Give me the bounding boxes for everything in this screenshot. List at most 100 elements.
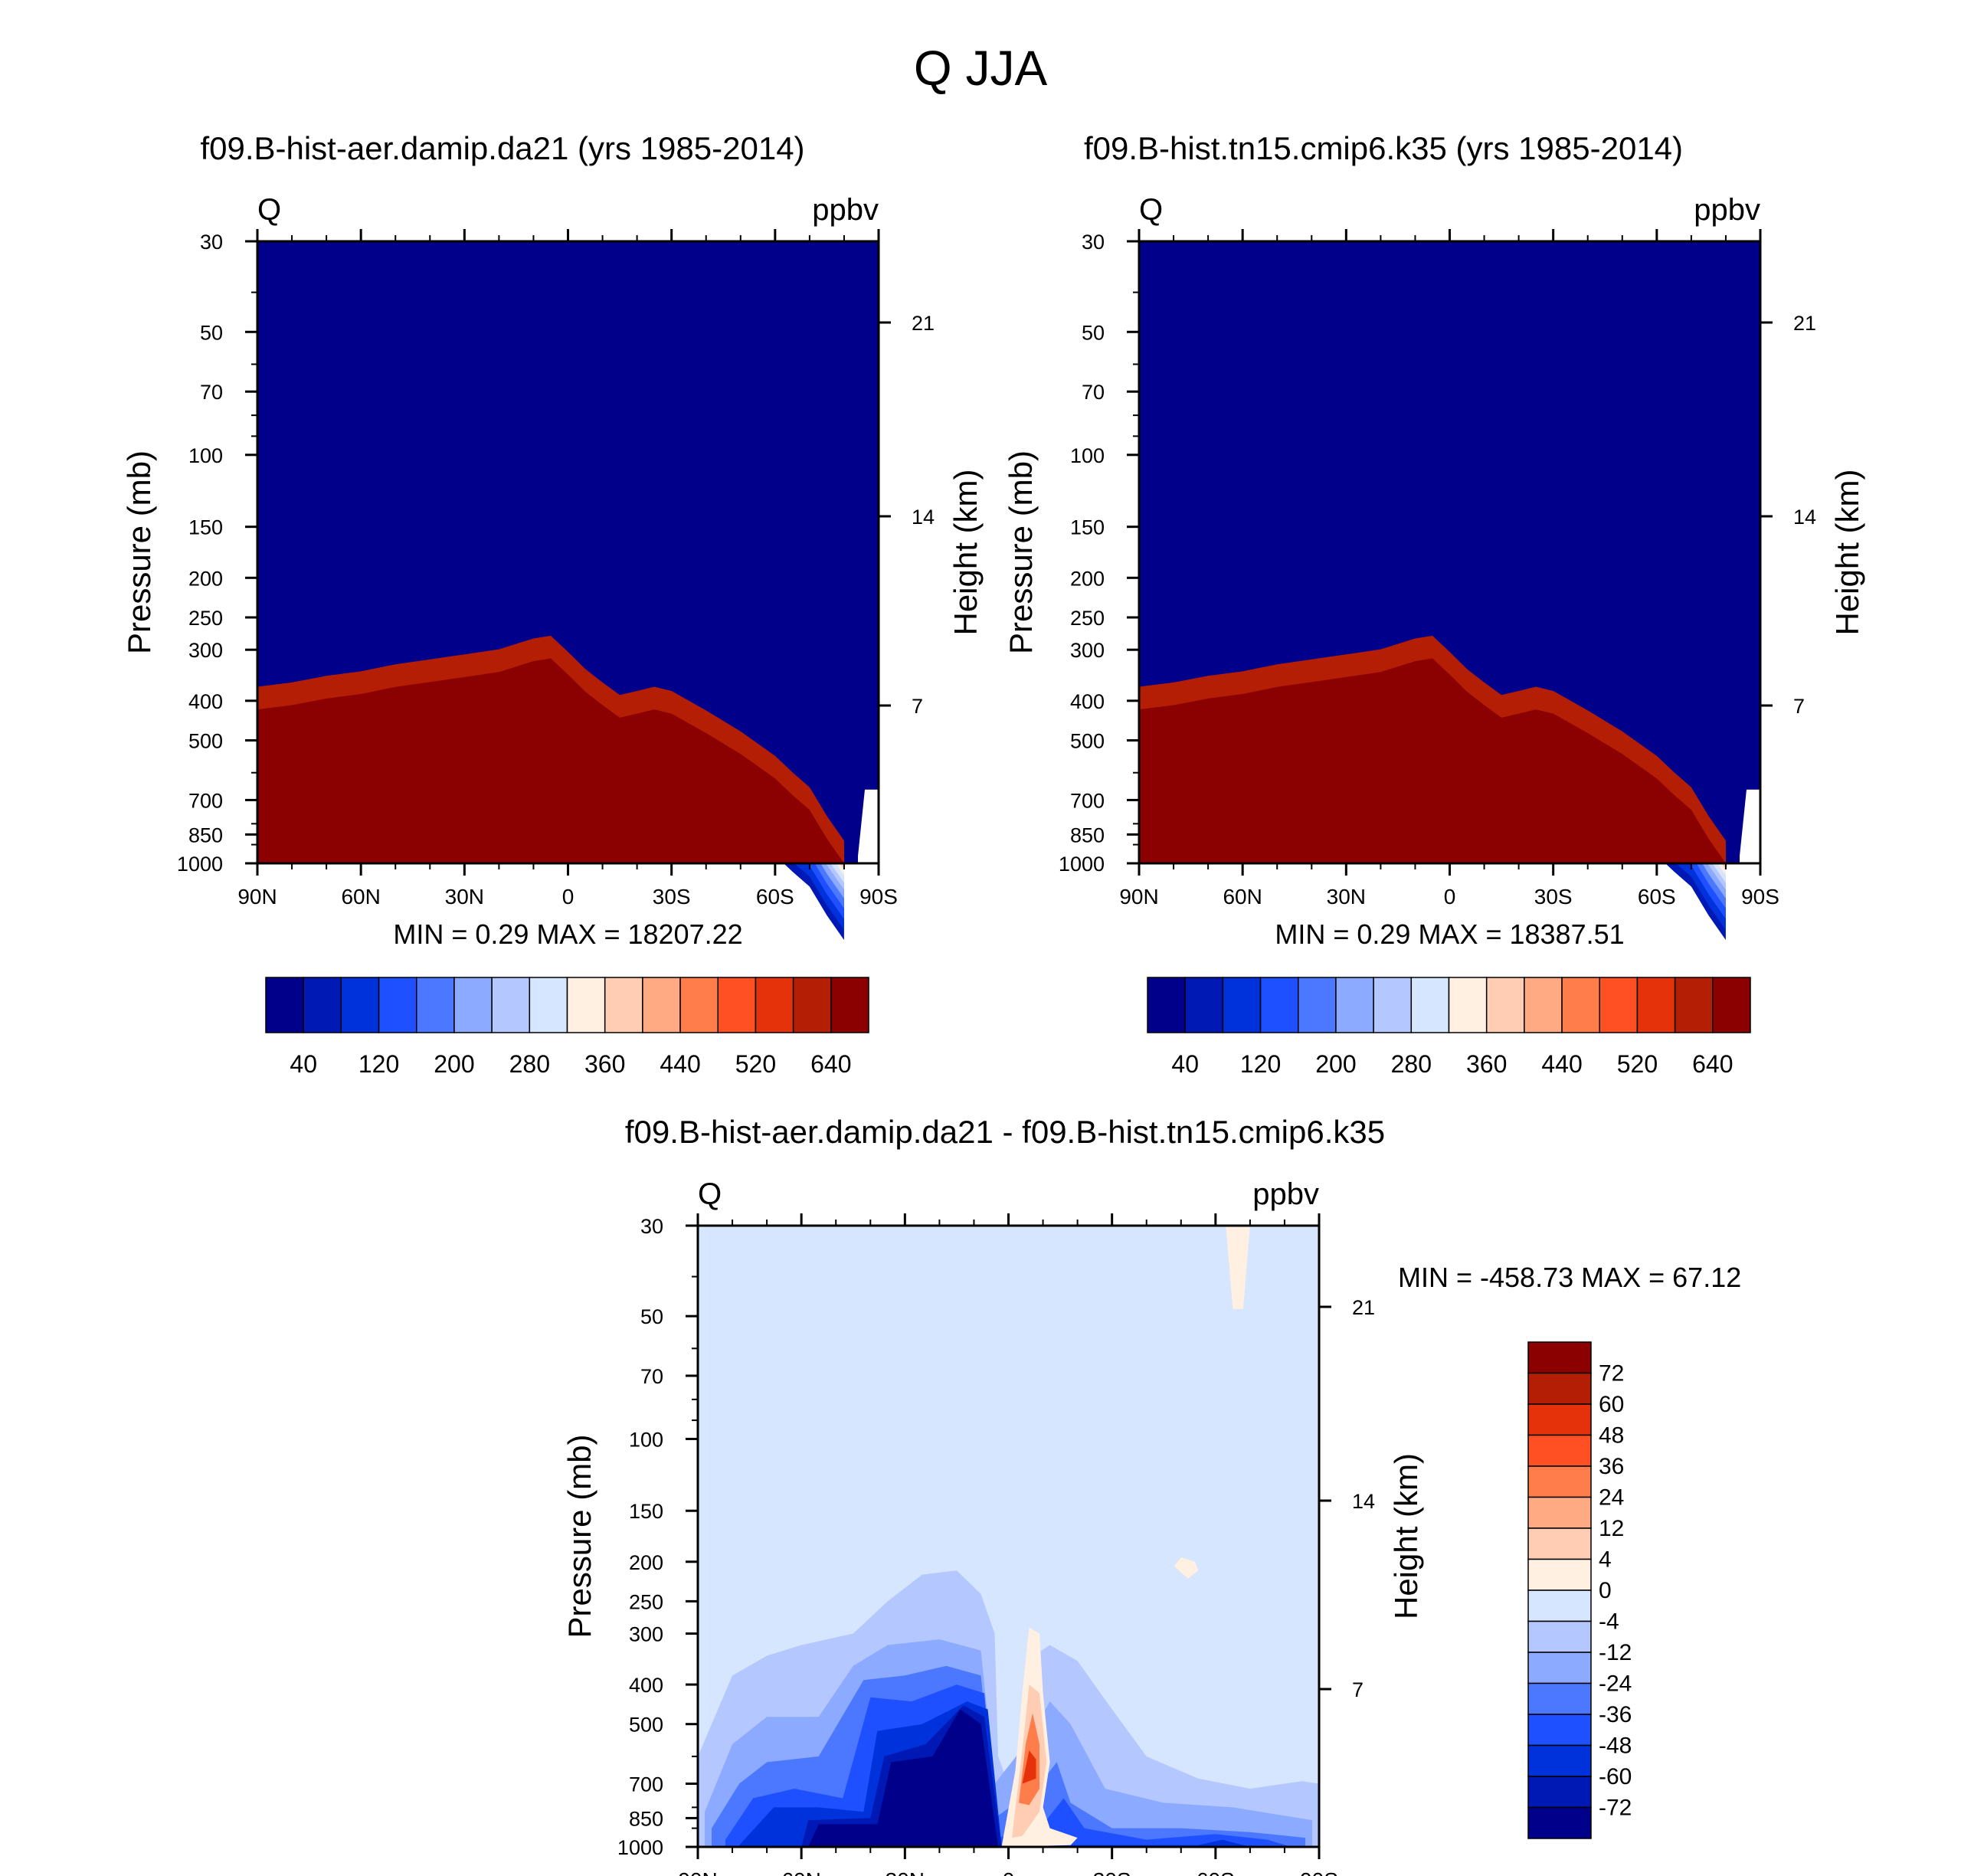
panel-3-colorbar-box: [1527, 1465, 1592, 1498]
panel-3-y2-tick-label: 14: [1352, 1490, 1375, 1513]
panel-3-colorbar-label: 48: [1599, 1423, 1624, 1449]
panel-2-core-field: [1139, 658, 1726, 863]
panel-1-y2-tick-label: 14: [912, 506, 935, 529]
panel-1-min-max-label: MIN = 0.29 MAX = 18207.22: [393, 918, 742, 950]
panel-3-y-tick-label: 100: [629, 1428, 663, 1451]
panel-1-colorbar-label: 120: [358, 1050, 399, 1078]
panel-1-colorbar-box: [717, 977, 757, 1033]
panel-1-y-tick-label: 30: [200, 231, 223, 254]
panel-3-y-tick-label: 700: [629, 1773, 663, 1796]
panel-3-x-tick-label: 60S: [1197, 1868, 1235, 1876]
panel-3-colorbar-box: [1527, 1714, 1592, 1747]
panel-1-colorbar-box: [755, 977, 794, 1033]
panel-2-x-tick-label: 30S: [1534, 885, 1573, 909]
panel-2-y-axis-label: Pressure (mb): [1003, 450, 1039, 654]
panel-3-x-tick-label: 90S: [1300, 1868, 1338, 1876]
panel-3-contour-region: [1022, 1750, 1036, 1784]
panel-3-colorbar-box: [1527, 1496, 1592, 1529]
panel-2-y-tick-label: 1000: [1059, 853, 1105, 876]
panel-3-y-tick-label: 30: [640, 1215, 663, 1238]
panel-1-colorbar-box: [340, 977, 380, 1033]
panel-1-variable-label: Q: [257, 193, 281, 227]
panel-1-colorbar-box: [303, 977, 342, 1033]
panel-3-colorbar-box: [1527, 1527, 1592, 1560]
panel-2-colorbar-label: 640: [1692, 1050, 1733, 1078]
panel-2-y-tick-label: 300: [1070, 639, 1105, 662]
panel-1-y-tick-label: 500: [188, 729, 223, 752]
panel-1-y-tick-label: 700: [188, 789, 223, 812]
figure-title: Q JJA: [913, 41, 1048, 96]
panel-1-colorbar-label: 640: [810, 1050, 851, 1078]
panel-2-colorbar-box: [1485, 977, 1525, 1033]
panel-1-y2-tick-label: 21: [912, 312, 935, 335]
panel-3-colorbar-box: [1527, 1590, 1592, 1622]
panel-3-colorbar-label: 24: [1599, 1485, 1624, 1511]
panel-2-y-tick-label: 400: [1070, 690, 1105, 713]
panel-3-contour-region: [739, 1701, 1250, 1847]
panel-2-y-tick-label: 850: [1070, 823, 1105, 846]
panel-3-colorbar-label: -48: [1599, 1734, 1632, 1759]
panel-1-colorbar-box: [642, 977, 681, 1033]
panel-1-title: f09.B-hist-aer.damip.da21 (yrs 1985-2014…: [200, 130, 805, 166]
panel-1-y-tick-label: 850: [188, 823, 223, 846]
panel-1-y-tick-label: 150: [188, 516, 223, 539]
panel-1-colorbar-label: 440: [660, 1050, 700, 1078]
panel-1-colorbar-box: [679, 977, 719, 1033]
panel-2-y-tick-label: 250: [1070, 607, 1105, 630]
panel-3-y-tick-label: 70: [640, 1365, 663, 1388]
panel-3-y-tick-label: 300: [629, 1623, 663, 1646]
panel-1-y-tick-label: 250: [188, 607, 223, 630]
panel-1-y-tick-label: 70: [200, 381, 223, 404]
panel-2-colorbar-box: [1259, 977, 1299, 1033]
panel-2-colorbar-box: [1373, 977, 1413, 1033]
panel-2-colorbar-label: 200: [1315, 1050, 1356, 1078]
panel-1-y-tick-label: 300: [188, 639, 223, 662]
panel-1-colorbar-box: [830, 977, 869, 1033]
panel-1-x-tick-label: 30S: [653, 885, 691, 909]
panel-1-x-tick-label: 90N: [237, 885, 277, 909]
panel-3-x-tick-label: 90N: [678, 1868, 717, 1876]
panel-2-colorbar-box: [1674, 977, 1714, 1033]
panel-1-y-axis-label: Pressure (mb): [121, 450, 157, 654]
panel-1-colorbar-box: [491, 977, 531, 1033]
panel-1-units-label: ppbv: [812, 193, 879, 227]
panel-3-colorbar-box: [1527, 1434, 1592, 1467]
panel-2-x-tick-label: 0: [1444, 885, 1456, 909]
panel-3-colorbar-label: 4: [1599, 1547, 1612, 1573]
panel-2-colorbar-box: [1335, 977, 1374, 1033]
panel-2-colorbar-box: [1448, 977, 1488, 1033]
panel-3-colorbar-box: [1527, 1558, 1592, 1591]
panel-2-colorbar-box: [1561, 977, 1600, 1033]
panel-3-colorbar-box: [1527, 1682, 1592, 1715]
panel-2-title: f09.B-hist.tn15.cmip6.k35 (yrs 1985-2014…: [1083, 130, 1684, 166]
panel-3-title: f09.B-hist-aer.damip.da21 - f09.B-hist.t…: [624, 1114, 1386, 1150]
panel-2-y-tick-label: 200: [1070, 567, 1105, 590]
panel-3-colorbar-box: [1527, 1744, 1592, 1777]
panel-2-missing-region: [1740, 789, 1760, 863]
panel-3-y-tick-label: 200: [629, 1551, 663, 1574]
panel-3-contour-region: [1226, 1226, 1250, 1309]
panel-2-y-tick-label: 70: [1082, 381, 1105, 404]
panel-3-colorbar-label: 36: [1599, 1454, 1624, 1479]
panel-2-y-tick-label: 100: [1070, 444, 1105, 467]
panel-2-colorbar-label: 520: [1617, 1050, 1658, 1078]
panel-3-x-tick-label: 30S: [1093, 1868, 1131, 1876]
panel-1-x-tick-label: 90S: [859, 885, 898, 909]
panel-1-y-tick-label: 100: [188, 444, 223, 467]
panel-3-colorbar-box: [1527, 1620, 1592, 1653]
panel-2-colorbar-label: 120: [1240, 1050, 1281, 1078]
panel-1-y-tick-label: 400: [188, 690, 223, 713]
panel-3-colorbar-label: -4: [1599, 1609, 1619, 1635]
panel-1-colorbar-label: 520: [735, 1050, 776, 1078]
panel-2-colorbar-box: [1712, 977, 1751, 1033]
panel-2-variable-label: Q: [1139, 193, 1163, 227]
panel-1-colorbar-box: [265, 977, 304, 1033]
panel-2-colorbar-box: [1147, 977, 1186, 1033]
panel-3-contour-region: [808, 1709, 998, 1847]
panel-3-y-tick-label: 150: [629, 1500, 663, 1523]
panel-1-x-tick-label: 60N: [341, 885, 380, 909]
panel-1-colorbar-box: [416, 977, 455, 1033]
panel-1-x-tick-label: 60S: [756, 885, 794, 909]
